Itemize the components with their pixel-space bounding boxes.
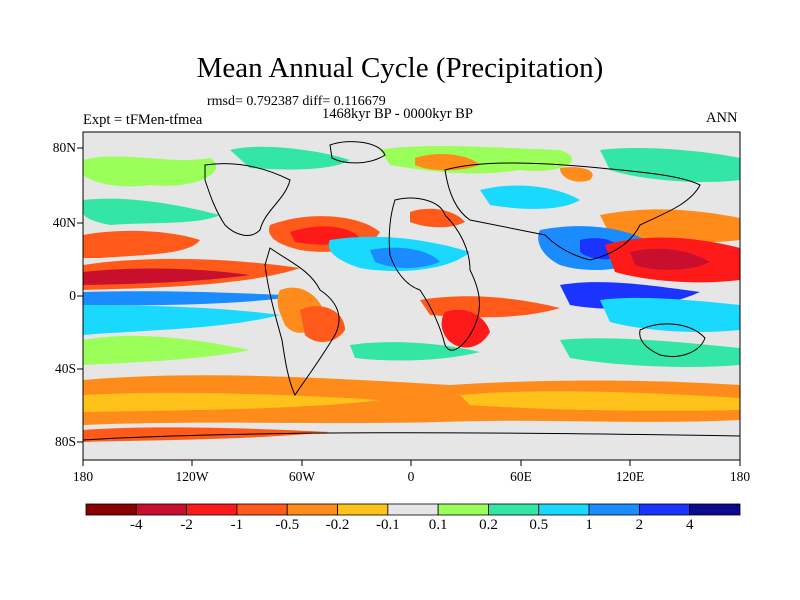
colorbar-swatch-1: [135, 503, 188, 516]
colorbar-swatch-4: [286, 503, 338, 516]
colorbar-label: 0.2: [479, 517, 498, 533]
lon-label-120e: 120E: [615, 469, 645, 484]
colorbar-swatch-5: [337, 503, 389, 516]
colorbar-swatch-12: [689, 503, 741, 516]
lon-label-60e: 60E: [510, 469, 532, 484]
colorbar-swatch-7: [437, 503, 489, 516]
colorbar-label: 0.1: [428, 517, 448, 533]
colorbar-label: 4: [685, 517, 694, 533]
lat-label-80n: 80N: [52, 140, 76, 155]
colorbar: [85, 503, 741, 516]
experiment-label: Expt = tFMen-tfmea: [83, 112, 203, 128]
colorbar-label: 0.5: [529, 517, 549, 533]
lon-label-180w: 180: [72, 469, 94, 484]
colorbar-label: -0.1: [375, 517, 400, 533]
colorbar-swatch-9: [538, 503, 590, 516]
colorbar-swatch-11: [638, 503, 691, 516]
colorbar-swatch-6: [387, 503, 439, 516]
lat-label-0: 0: [69, 288, 76, 303]
precip-field: [83, 132, 740, 460]
lon-label-180e: 180: [729, 469, 751, 484]
colorbar-swatch-8: [488, 503, 540, 516]
colorbar-label: -0.5: [275, 517, 300, 533]
season-label: ANN: [706, 110, 738, 126]
colorbar-swatch-3: [236, 503, 288, 516]
lat-label-80s: 80S: [54, 434, 76, 449]
colorbar-label: 1: [585, 517, 593, 533]
lat-label-40s: 40S: [54, 361, 76, 376]
colorbar-swatch-10: [588, 503, 640, 516]
colorbar-label: -1: [230, 517, 244, 533]
lon-label-60w: 60W: [288, 469, 316, 484]
period-label: 1468kyr BP - 0000kyr BP: [322, 106, 473, 122]
stats-line: rmsd= 0.792387 diff= 0.116679: [207, 94, 386, 109]
lon-label-0: 0: [407, 469, 415, 484]
colorbar-label: -4: [130, 517, 143, 533]
lon-label-120w: 120W: [175, 469, 209, 484]
colorbar-swatch-2: [186, 503, 238, 516]
colorbar-label: -0.2: [325, 517, 350, 533]
chart-title: Mean Annual Cycle (Precipitation): [196, 52, 604, 84]
colorbar-label: -2: [180, 517, 193, 533]
colorbar-label: 2: [635, 517, 644, 533]
lat-label-40n: 40N: [52, 215, 76, 230]
colorbar-swatch-0: [85, 503, 137, 516]
